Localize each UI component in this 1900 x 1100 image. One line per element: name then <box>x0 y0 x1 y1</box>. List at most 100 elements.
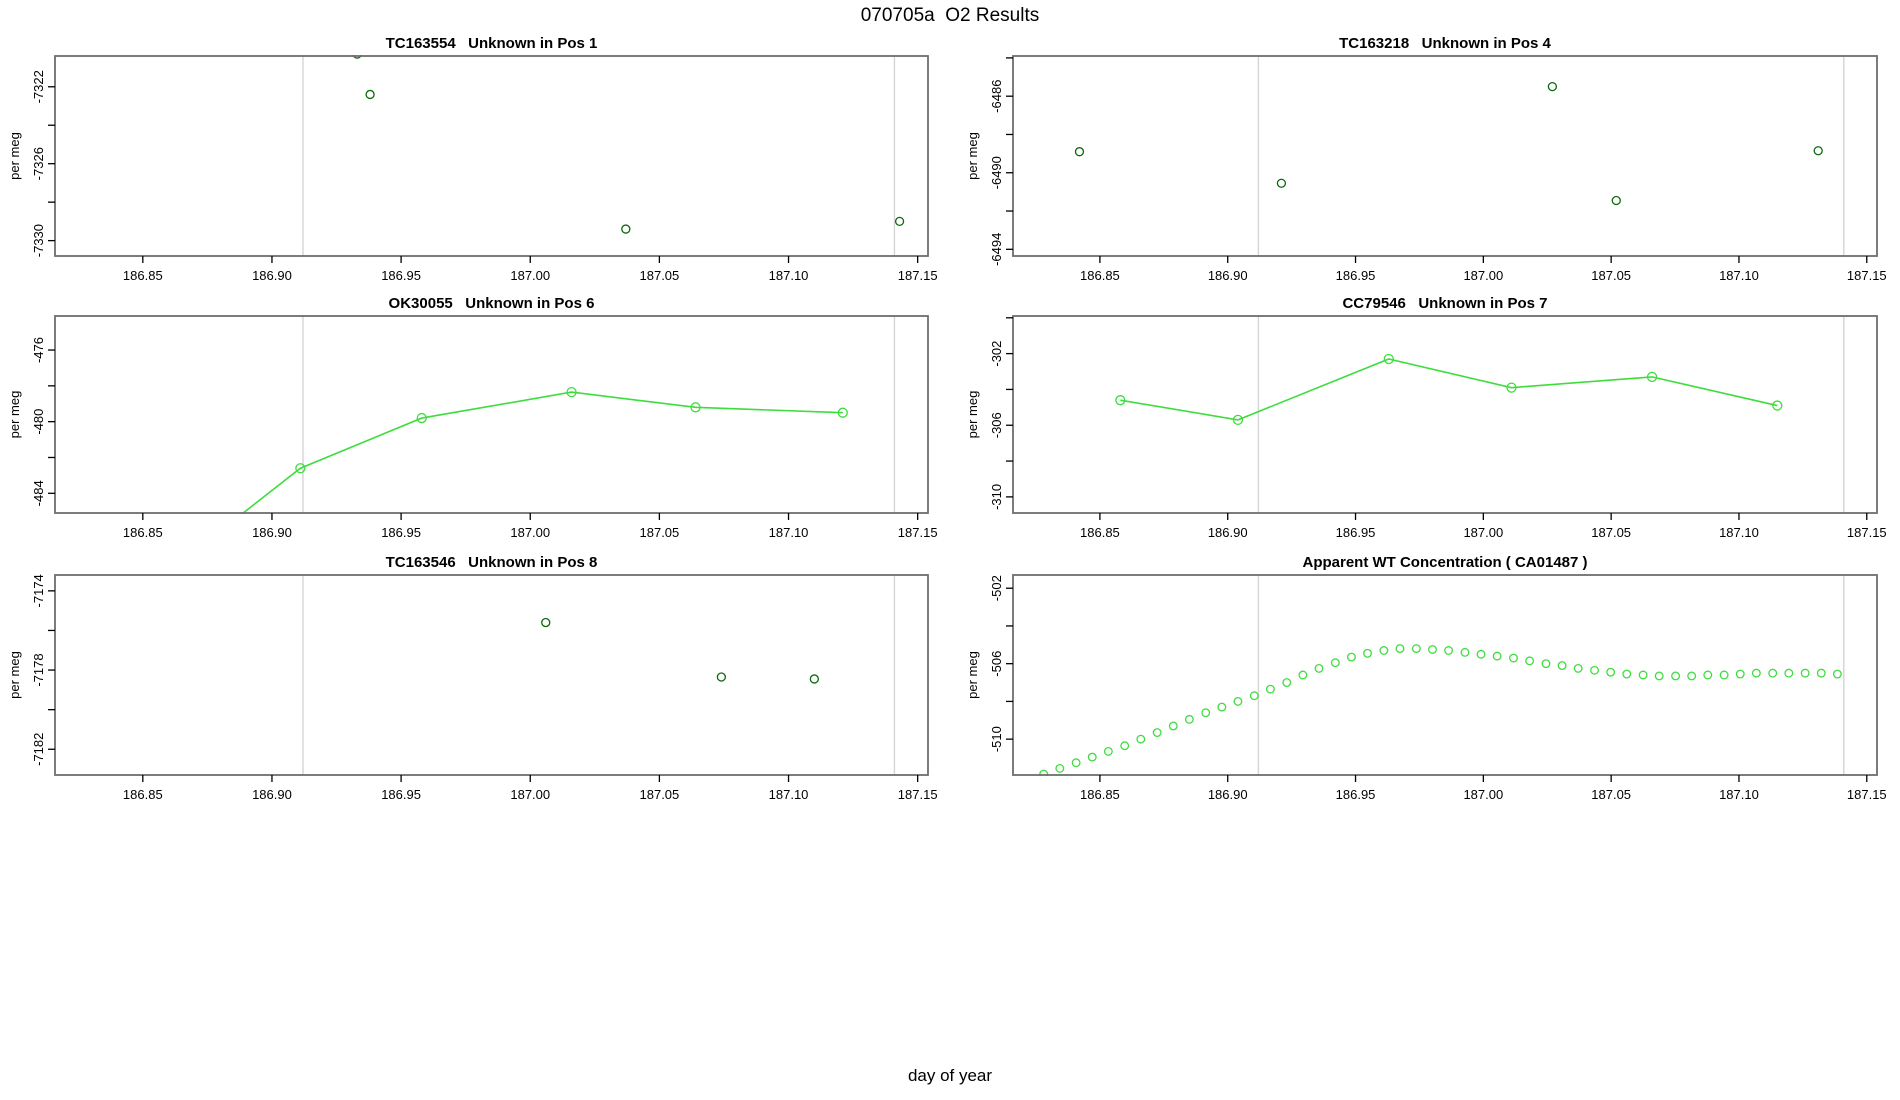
data-point <box>1071 758 1081 768</box>
x-tick-label: 187.10 <box>769 787 809 802</box>
data-point <box>1363 648 1372 658</box>
data-point <box>1813 146 1823 156</box>
x-tick-label: 186.90 <box>252 787 292 802</box>
data-point <box>1136 734 1146 744</box>
panel-2: 186.85 186.90 186.95 187.00 187.05 187.10 187.… <box>7 295 938 540</box>
data-point <box>1201 708 1211 718</box>
y-tick-label: -306 <box>989 412 1004 438</box>
x-tick-label: 186.95 <box>1336 525 1376 540</box>
y-axis-title: per meg <box>7 391 22 439</box>
data-point <box>1492 651 1502 661</box>
y-tick-label: -6494 <box>989 233 1004 266</box>
data-point <box>1074 147 1085 157</box>
data-point <box>1087 752 1097 762</box>
panels-group: 186.85 186.90 186.95 187.00 187.05 187.10 187.… <box>7 35 1887 802</box>
panel-border <box>1012 315 1878 514</box>
x-tick-label: 186.95 <box>1336 787 1376 802</box>
x-tick-label: 186.85 <box>1080 525 1120 540</box>
panel-title: OK30055 Unknown in Pos 6 <box>389 295 595 312</box>
data-point <box>1646 371 1658 383</box>
data-point <box>1525 656 1535 666</box>
x-tick-label: 187.05 <box>1591 268 1631 283</box>
x-tick-label: 187.05 <box>1591 787 1631 802</box>
x-tick-label: 186.95 <box>1336 268 1376 283</box>
data-point <box>1611 195 1621 206</box>
x-tick-label: 187.05 <box>640 268 680 283</box>
data-point <box>1509 653 1518 663</box>
data-point <box>1506 382 1517 393</box>
y-tick-label: -310 <box>989 484 1004 510</box>
figure-title: 070705a O2 Results <box>861 5 1040 26</box>
data-point <box>1152 728 1162 737</box>
data-series <box>240 386 848 514</box>
data-point <box>1784 668 1794 678</box>
data-point <box>894 216 905 227</box>
y-tick-label: -484 <box>31 480 46 506</box>
data-point <box>690 402 701 413</box>
y-tick-label: -476 <box>31 337 46 363</box>
panel-title: TC163546 Unknown in Pos 8 <box>386 554 598 571</box>
data-point <box>352 55 362 59</box>
y-tick-label: -6490 <box>989 156 1004 189</box>
x-tick-label: 187.10 <box>1719 268 1759 283</box>
data-point <box>295 463 306 474</box>
data-point <box>1217 702 1227 712</box>
data-point <box>1671 671 1681 681</box>
x-tick-label: 187.00 <box>510 525 550 540</box>
panel-4: 186.85 186.90 186.95 187.00 187.05 187.10 187.… <box>7 554 938 802</box>
y-tick-label: -7182 <box>31 733 46 766</box>
x-tick-label: 186.90 <box>252 268 292 283</box>
y-tick-label: -506 <box>989 651 1004 677</box>
data-point <box>1687 671 1697 681</box>
data-series <box>1115 353 1783 426</box>
x-tick-label: 187.10 <box>1719 525 1759 540</box>
data-point <box>1460 647 1470 657</box>
data-series <box>1039 644 1842 776</box>
x-tick-label: 187.10 <box>1719 787 1759 802</box>
y-tick-label: -7178 <box>31 653 46 686</box>
data-point <box>1606 667 1616 677</box>
y-tick-label: -480 <box>31 409 46 435</box>
data-point <box>1428 645 1437 654</box>
x-tick-label: 186.90 <box>1208 787 1248 802</box>
panel-1: 186.85 186.90 186.95 187.00 187.05 187.10 187.… <box>965 35 1887 283</box>
x-tick-label: 187.00 <box>510 787 550 802</box>
x-tick-label: 187.00 <box>510 268 550 283</box>
data-point <box>1444 646 1454 655</box>
data-point <box>1547 81 1558 92</box>
data-point <box>1314 663 1324 673</box>
y-axis-title: per meg <box>965 391 980 439</box>
data-point <box>1055 763 1065 773</box>
data-point <box>541 617 551 628</box>
data-point <box>1282 678 1292 687</box>
x-tick-label: 187.10 <box>769 268 809 283</box>
y-tick-label: -7322 <box>31 70 46 103</box>
x-tick-label: 186.95 <box>381 268 421 283</box>
data-point <box>1772 400 1783 411</box>
data-point <box>1265 684 1275 694</box>
data-point <box>1622 669 1632 679</box>
x-axis-label: day of year <box>908 1066 992 1085</box>
x-tick-label: 187.15 <box>898 525 938 540</box>
panel-border <box>54 315 929 514</box>
y-tick-label: -7174 <box>31 574 46 607</box>
panel-title: Apparent WT Concentration ( CA01487 ) <box>1302 554 1587 571</box>
panel-0: 186.85 186.90 186.95 187.00 187.05 187.10 187.… <box>7 35 938 283</box>
data-point <box>1816 668 1826 678</box>
data-line <box>240 391 843 514</box>
data-point <box>1249 691 1259 701</box>
x-tick-label: 186.85 <box>1080 787 1120 802</box>
data-series <box>541 617 820 684</box>
panel-border <box>54 55 929 257</box>
data-point <box>566 386 577 398</box>
x-tick-label: 186.85 <box>123 268 163 283</box>
panel-title: TC163554 Unknown in Pos 1 <box>386 35 598 52</box>
data-point <box>809 674 820 684</box>
data-point <box>416 412 427 424</box>
data-point <box>1832 669 1842 679</box>
data-point <box>1557 661 1567 671</box>
data-point <box>1298 670 1308 680</box>
x-tick-label: 186.85 <box>123 787 163 802</box>
data-series <box>1074 81 1823 206</box>
